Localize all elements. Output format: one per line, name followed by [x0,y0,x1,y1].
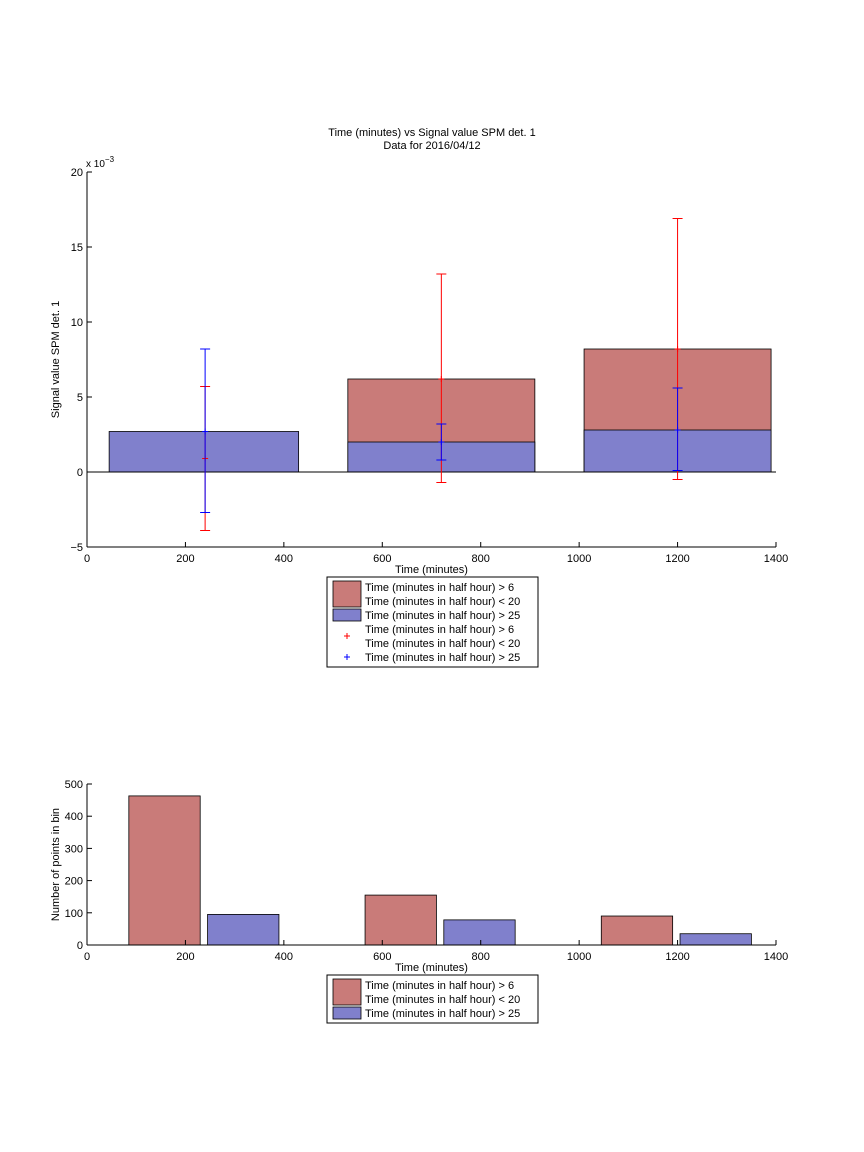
bar-blue [679,933,752,946]
x-tick-label: 400 [275,553,293,565]
y-tick-label: 10 [71,317,83,329]
legend-item-blue-patch: Time (minutes in half hour) > 25 [332,608,520,622]
legend-item-red-patch: Time (minutes in half hour) > 6 Time (min… [332,580,520,608]
y-axis-label: Number of points in bin [50,808,62,921]
x-tick-label: 1000 [567,951,591,963]
y-tick-label: −5 [70,542,83,554]
legend-label: Time (minutes in half hour) < 20 [365,994,520,1006]
bar-red [364,894,437,946]
x-tick-label: 0 [84,553,90,565]
signal-chart: 0 200 400 600 800 1000 1200 1400−505101520Time … [50,167,788,576]
legend-swatch [332,1006,362,1020]
legend-box [326,576,539,668]
legend-label: Time (minutes in half hour) > 25 [365,610,520,622]
legend-item-red-marker: Time (minutes in half hour) > 6 Time (min… [344,624,520,650]
y-exponent-power: −3 [105,155,115,164]
legend-label: Time (minutes in half hour) < 20 [365,638,520,650]
signal-chart-legend: Time (minutes in half hour) > 6 Time (min… [326,576,539,668]
y-exponent-base: x 10 [86,159,105,170]
legend-swatch [332,608,362,622]
x-tick-label: 400 [275,951,293,963]
legend-label: Time (minutes in half hour) > 6 [365,980,514,992]
legend-label: Time (minutes in half hour) > 6 [365,582,514,594]
bar-red [128,795,201,946]
y-tick-label: 100 [65,908,83,920]
chart-subtitle: Data for 2016/04/12 [383,140,480,152]
x-tick-label: 0 [84,951,90,963]
y-tick-label: 300 [65,843,83,855]
y-axis-label: Signal value SPM det. 1 [50,301,62,418]
x-tick-label: 800 [472,553,490,565]
x-tick-label: 1200 [665,951,689,963]
bar-blue [108,431,300,473]
legend-item-blue-marker: Time (minutes in half hour) > 25 [344,652,520,664]
y-exponent-label: x 10−3 [86,155,115,170]
y-tick-label: 500 [65,779,83,791]
legend-label: Time (minutes in half hour) > 6 [365,624,514,636]
errorbar-blue [436,423,447,461]
x-tick-label: 600 [373,951,391,963]
x-tick-label: 200 [176,951,194,963]
bar-blue [443,919,516,946]
legend-swatch [332,978,362,1006]
y-tick-label: 400 [65,811,83,823]
bar-red [600,915,674,946]
errorbar-blue [672,387,683,471]
x-tick-label: 600 [373,553,391,565]
y-tick-label: 20 [71,167,83,179]
chart-title: Time (minutes) vs Signal value SPM det. … [328,127,535,139]
x-axis-label: Time (minutes) [395,962,468,974]
x-tick-label: 1200 [665,553,689,565]
count-chart-legend: Time (minutes in half hour) > 6 Time (min… [326,974,539,1024]
count-chart: 0 200 400 600 800 1000 1200 1400 0 100 200 300 400 50… [50,779,788,974]
errorbar-blue [200,348,211,513]
y-tick-label: 0 [77,940,83,952]
x-tick-label: 800 [472,951,490,963]
x-tick-label: 200 [176,553,194,565]
y-tick-label: 5 [77,392,83,404]
legend-label: Time (minutes in half hour) > 25 [365,1008,520,1020]
y-tick-label: 0 [77,467,83,479]
x-tick-label: 1400 [764,553,788,565]
x-tick-label: 1400 [764,951,788,963]
legend-item-blue-patch: Time (minutes in half hour) > 25 [332,1006,520,1020]
legend-box [326,974,539,1024]
legend-item-red-patch: Time (minutes in half hour) > 6 Time (min… [332,978,520,1006]
bar-blue [207,914,280,946]
legend-label: Time (minutes in half hour) < 20 [365,596,520,608]
x-axis-label: Time (minutes) [395,564,468,576]
x-tick-label: 1000 [567,553,591,565]
y-tick-label: 15 [71,242,83,254]
y-tick-label: 200 [65,876,83,888]
legend-label: Time (minutes in half hour) > 25 [365,652,520,664]
legend-swatch [332,580,362,608]
